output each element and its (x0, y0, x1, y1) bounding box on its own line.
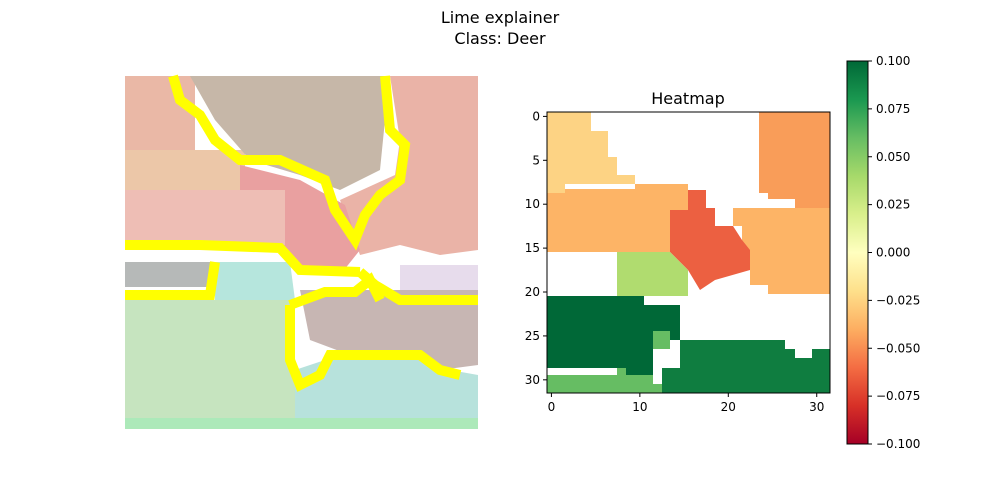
x-tick-label: 30 (809, 400, 824, 414)
segment-bottom-right (662, 340, 830, 393)
lime-overlay-image (125, 74, 478, 429)
figure-title: Lime explainer (440, 8, 560, 27)
y-tick-label: 0 (532, 109, 540, 123)
boundary-junction (288, 272, 385, 310)
colorbar-tick-label: −0.025 (876, 293, 920, 307)
segment-bottom-green-mid (653, 331, 670, 349)
segment-upper-middle-right (733, 208, 830, 294)
colorbar-tick-label: 0.050 (876, 150, 910, 164)
colorbar-tick-label: −0.100 (876, 437, 920, 451)
segment-upper-middle (547, 184, 688, 252)
segment-top-right (759, 112, 830, 208)
region-right-lavender (400, 265, 478, 290)
colorbar-tick-label: −0.050 (876, 341, 920, 355)
heatmap-frame (546, 111, 831, 394)
segment-top-left (547, 112, 635, 193)
colorbar-tick-label: −0.075 (876, 389, 920, 403)
y-tick-label: 20 (525, 285, 540, 299)
colorbar-gradient (847, 61, 868, 444)
superpixel-boundaries (125, 74, 478, 392)
segment-center (670, 190, 750, 290)
region-left-middle (125, 190, 285, 245)
heatmap-cells (547, 112, 830, 393)
y-tick-label: 15 (525, 241, 540, 255)
colorbar-ticks: 0.100 0.075 0.050 0.025 0.000 −0.025 −0.050 −0.… (868, 54, 920, 451)
colorbar-tick-label: 0.100 (876, 54, 910, 68)
y-tick-label: 25 (525, 329, 540, 343)
heatmap-title: Heatmap (651, 89, 725, 108)
heatmap-y-axis: 0 5 10 15 20 25 30 (525, 109, 547, 387)
region-top-left-band (125, 150, 245, 190)
region-bottom-left (125, 300, 295, 429)
segment-middle-green (617, 252, 688, 296)
region-mint (215, 262, 295, 305)
boundary-left-drop (125, 261, 220, 300)
segment-bottom-strip (547, 368, 662, 393)
region-bottom-right-cyan (295, 355, 478, 429)
colorbar-tick-label: 0.000 (876, 246, 910, 260)
x-tick-label: 0 (548, 400, 556, 414)
boundary-vertical (285, 305, 462, 392)
heatmap-x-axis: 0 10 20 30 (548, 393, 824, 414)
heatmap-panel: Heatmap 0 10 20 30 0 5 10 15 20 25 30 (525, 89, 831, 414)
region-gray-top (190, 76, 390, 190)
y-tick-label: 10 (525, 197, 540, 211)
colorbar-tick-label: 0.075 (876, 102, 910, 116)
boundary-horizontal-left (125, 240, 361, 277)
region-bottom-strip (125, 418, 478, 429)
colorbar: 0.100 0.075 0.050 0.025 0.000 −0.025 −0.050 −0.… (846, 54, 920, 451)
segment-bottom-left (547, 296, 680, 375)
x-tick-label: 10 (632, 400, 647, 414)
x-tick-label: 20 (721, 400, 736, 414)
y-tick-label: 30 (525, 373, 540, 387)
colorbar-tick-label: 0.025 (876, 198, 910, 212)
boundary-diagonal (168, 74, 411, 251)
y-tick-label: 5 (532, 153, 540, 167)
figure-subtitle: Class: Deer (454, 29, 546, 48)
region-gray-strip (125, 262, 215, 287)
